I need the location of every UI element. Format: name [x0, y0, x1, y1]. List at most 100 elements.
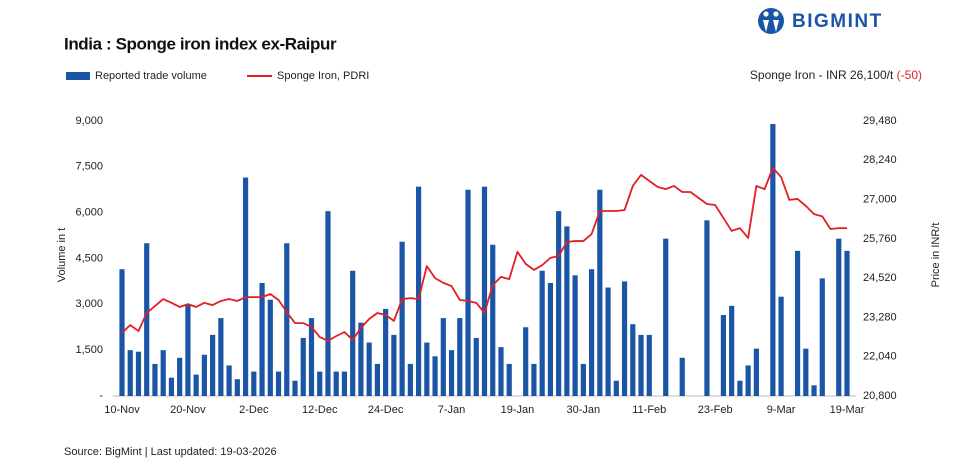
bar: [358, 322, 364, 396]
bar: [135, 351, 142, 396]
bar: [234, 379, 240, 396]
bar: [589, 269, 595, 396]
y-tick-label: 1,500: [75, 344, 103, 356]
legend-label: Reported trade volume: [95, 70, 207, 82]
bar: [803, 348, 809, 396]
y-tick-label: 3,000: [75, 298, 103, 310]
bar: [407, 363, 413, 396]
bar: [605, 287, 611, 396]
bar: [308, 318, 315, 396]
bar: [613, 380, 619, 396]
bar: [556, 211, 562, 396]
bar: [383, 308, 389, 396]
bar: [506, 363, 512, 396]
legend-swatch-bar: [66, 72, 90, 80]
y-tick-label: 4,500: [75, 252, 103, 264]
bar: [547, 282, 554, 396]
source: Source: BigMint | Last updated: 19-03-20…: [64, 446, 277, 458]
bar: [284, 243, 290, 396]
bar: [440, 318, 446, 396]
bar: [333, 371, 339, 396]
legend-label: Sponge Iron, PDRI: [277, 70, 369, 82]
x-tick-label: 9-Mar: [767, 404, 796, 416]
bar: [366, 342, 372, 396]
bar: [325, 211, 331, 396]
bar: [621, 281, 628, 396]
bar: [185, 304, 191, 396]
y2-tick-label: 25,760: [863, 233, 897, 245]
bar: [531, 363, 537, 396]
bar: [415, 186, 422, 396]
bar: [160, 350, 166, 396]
bar: [646, 334, 652, 396]
bar: [523, 327, 529, 396]
bar: [490, 244, 496, 396]
bar: [564, 226, 570, 396]
bar: [770, 124, 776, 397]
y2-tick-label: 20,800: [863, 390, 897, 402]
y-axis-title: Volume in t: [56, 228, 68, 282]
y-tick-label: 7,500: [75, 161, 103, 173]
x-tick-label: 12-Dec: [302, 404, 338, 416]
bar: [844, 250, 850, 396]
logo-icon-dot: [763, 11, 769, 17]
bar: [836, 238, 842, 396]
y2-tick-label: 29,480: [863, 115, 897, 127]
bar: [242, 177, 249, 396]
bar: [292, 380, 298, 396]
x-tick-label: 11-Feb: [632, 404, 666, 416]
bar: [300, 337, 306, 396]
y2-tick-label: 28,240: [863, 154, 897, 166]
bar: [720, 315, 727, 396]
y2-tick-label: 24,520: [863, 272, 897, 284]
bar: [341, 371, 348, 396]
bar: [218, 318, 224, 396]
bar: [539, 270, 545, 396]
bar: [201, 354, 207, 396]
price-note-text: Sponge Iron - INR 26,100/t: [750, 68, 894, 82]
x-tick-label: 7-Jan: [438, 404, 466, 416]
bar: [729, 305, 735, 396]
y-tick-label: 6,000: [75, 207, 103, 219]
bar: [177, 357, 183, 396]
bar: [630, 324, 636, 396]
x-tick-label: 20-Nov: [170, 404, 206, 416]
y2-axis-title: Price in INR/t: [930, 223, 942, 288]
x-tick-label: 10-Nov: [104, 404, 140, 416]
bar: [811, 385, 817, 396]
bar: [448, 350, 455, 396]
bar: [152, 363, 158, 396]
bar: [572, 275, 578, 396]
price-change: (-50): [897, 68, 922, 82]
chart-title: India : Sponge iron index ex-Raipur: [64, 34, 337, 53]
y2-tick-label: 22,040: [863, 351, 897, 363]
logo-icon-figure: [763, 20, 779, 32]
y-tick-label: 9,000: [75, 115, 103, 127]
y2-tick-label: 27,000: [863, 193, 897, 205]
bar: [473, 337, 479, 396]
bar: [391, 334, 397, 396]
bar: [127, 350, 133, 396]
bar: [465, 189, 471, 396]
brand: BIGMINT: [792, 11, 883, 32]
logo-icon: [758, 8, 784, 34]
x-tick-label: 2-Dec: [239, 404, 269, 416]
bar: [267, 299, 273, 396]
bar: [481, 186, 488, 396]
bar: [226, 365, 232, 396]
bar: [498, 347, 504, 396]
logo: BIGMINT: [758, 8, 883, 34]
bar: [638, 334, 644, 396]
y-tick-label: -: [99, 390, 103, 402]
x-tick-label: 23-Feb: [698, 404, 733, 416]
bar: [193, 374, 199, 396]
bar: [704, 220, 710, 396]
bar: [317, 371, 323, 396]
bar: [259, 282, 265, 396]
price-line: [121, 166, 847, 342]
x-tick-label: 19-Jan: [501, 404, 535, 416]
bar: [794, 250, 801, 396]
bar: [679, 357, 685, 396]
